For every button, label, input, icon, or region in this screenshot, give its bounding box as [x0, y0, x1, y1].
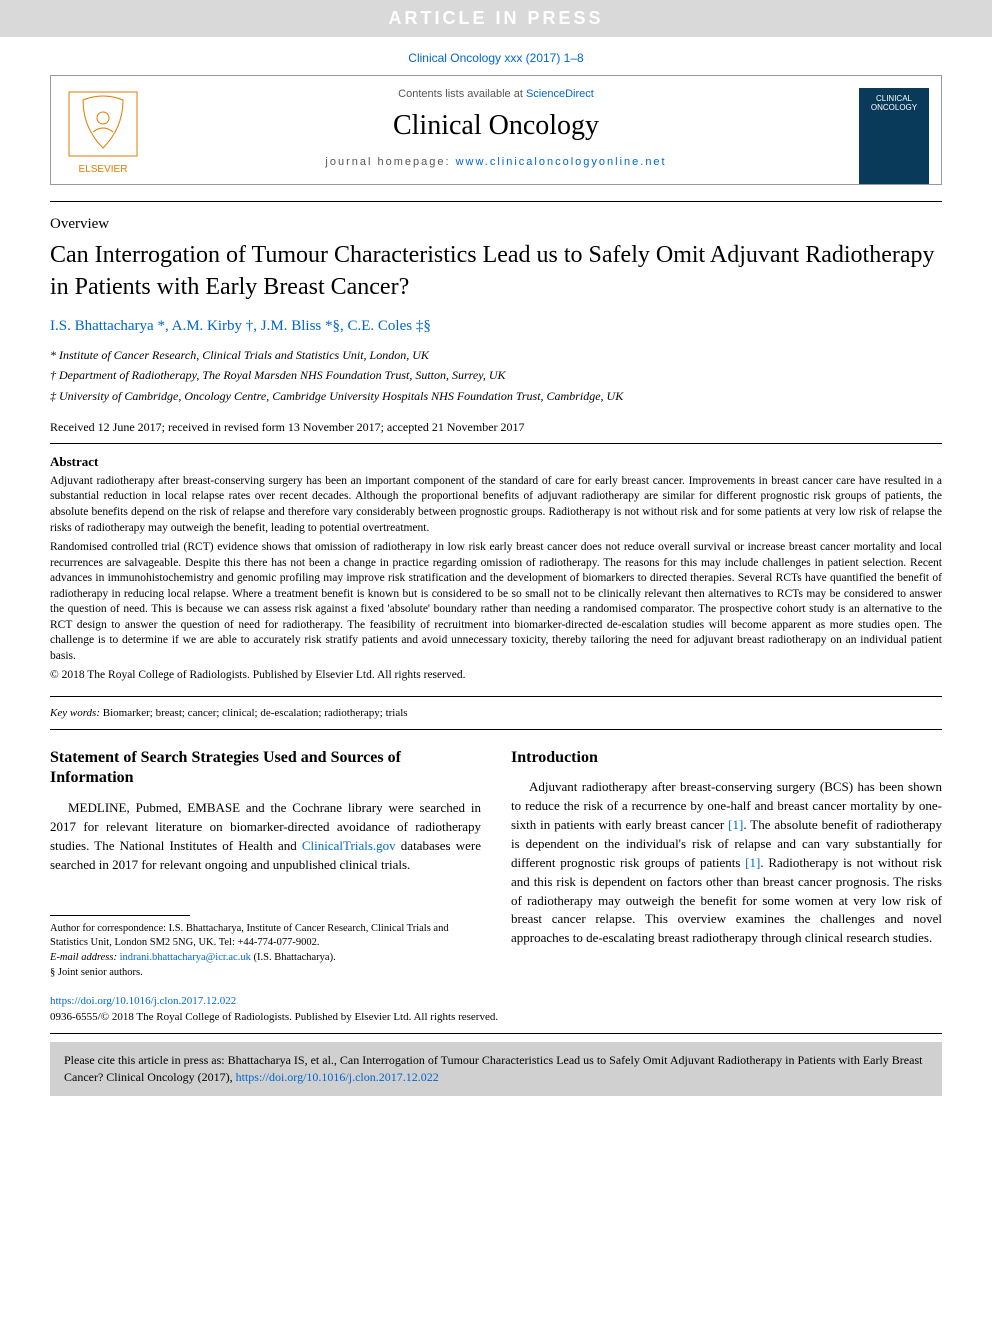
abstract-paragraph: Adjuvant radiotherapy after breast-conse… [50, 474, 942, 536]
cite-doi-link[interactable]: https://doi.org/10.1016/j.clon.2017.12.0… [236, 1070, 439, 1084]
divider [50, 696, 942, 697]
doi-link[interactable]: https://doi.org/10.1016/j.clon.2017.12.0… [50, 995, 236, 1007]
joint-authors-footnote: § Joint senior authors. [50, 966, 481, 981]
abstract-heading: Abstract [50, 454, 942, 470]
affiliations-block: * Institute of Cancer Research, Clinical… [50, 345, 942, 406]
section-heading-introduction: Introduction [511, 748, 942, 769]
contents-available-line: Contents lists available at ScienceDirec… [161, 88, 831, 100]
affiliation: ‡ University of Cambridge, Oncology Cent… [50, 386, 942, 406]
article-title: Can Interrogation of Tumour Characterist… [50, 239, 942, 304]
doi-block: https://doi.org/10.1016/j.clon.2017.12.0… [50, 994, 942, 1025]
authors-line: I.S. Bhattacharya *, A.M. Kirby †, J.M. … [50, 318, 942, 335]
search-strategies-paragraph: MEDLINE, Pubmed, EMBASE and the Cochrane… [50, 799, 481, 874]
sciencedirect-link[interactable]: ScienceDirect [526, 88, 594, 100]
email-footnote: E-mail address: indrani.bhattacharya@icr… [50, 951, 481, 966]
divider [50, 443, 942, 444]
journal-homepage-line: journal homepage: www.clinicaloncologyon… [161, 156, 831, 168]
section-heading-search: Statement of Search Strategies Used and … [50, 748, 481, 790]
citation-ref-1b[interactable]: [1] [745, 855, 760, 870]
journal-homepage-link[interactable]: www.clinicaloncologyonline.net [456, 156, 667, 168]
keywords-values: Biomarker; breast; cancer; clinical; de-… [103, 707, 408, 719]
footnote-divider [50, 915, 190, 916]
cite-article-box: Please cite this article in press as: Bh… [50, 1042, 942, 1096]
affiliation: † Department of Radiotherapy, The Royal … [50, 365, 942, 385]
divider [50, 729, 942, 730]
left-column: Statement of Search Strategies Used and … [50, 748, 481, 981]
footnotes-block: Author for correspondence: I.S. Bhattach… [50, 922, 481, 981]
keywords-label: Key words: [50, 707, 100, 719]
body-columns: Statement of Search Strategies Used and … [50, 748, 942, 981]
affiliation: * Institute of Cancer Research, Clinical… [50, 345, 942, 365]
citation-ref-1[interactable]: [1] [728, 817, 743, 832]
press-banner: ARTICLE IN PRESS [0, 0, 992, 37]
author-email-link[interactable]: indrani.bhattacharya@icr.ac.uk [120, 952, 251, 963]
journal-header: ELSEVIER CLINICAL ONCOLOGY Contents list… [50, 75, 942, 185]
clinicaltrials-link[interactable]: ClinicalTrials.gov [302, 838, 396, 853]
article-type: Overview [50, 216, 942, 233]
divider [50, 201, 942, 202]
abstract-body: Adjuvant radiotherapy after breast-conse… [50, 474, 942, 684]
correspondence-footnote: Author for correspondence: I.S. Bhattach… [50, 922, 481, 951]
copyright-line: © 2018 The Royal College of Radiologists… [50, 668, 942, 684]
rights-line: 0936-6555/© 2018 The Royal College of Ra… [50, 1011, 498, 1023]
abstract-paragraph: Randomised controlled trial (RCT) eviden… [50, 540, 942, 664]
citation-line: Clinical Oncology xxx (2017) 1–8 [0, 37, 992, 75]
svg-text:ELSEVIER: ELSEVIER [79, 164, 128, 175]
elsevier-logo: ELSEVIER [63, 88, 143, 178]
keywords-line: Key words: Biomarker; breast; cancer; cl… [50, 707, 942, 719]
journal-name: Clinical Oncology [161, 110, 831, 142]
right-column: Introduction Adjuvant radiotherapy after… [511, 748, 942, 981]
introduction-paragraph: Adjuvant radiotherapy after breast-conse… [511, 778, 942, 948]
journal-cover-thumbnail: CLINICAL ONCOLOGY [859, 88, 929, 184]
divider [50, 1033, 942, 1034]
article-dates: Received 12 June 2017; received in revis… [50, 420, 942, 435]
